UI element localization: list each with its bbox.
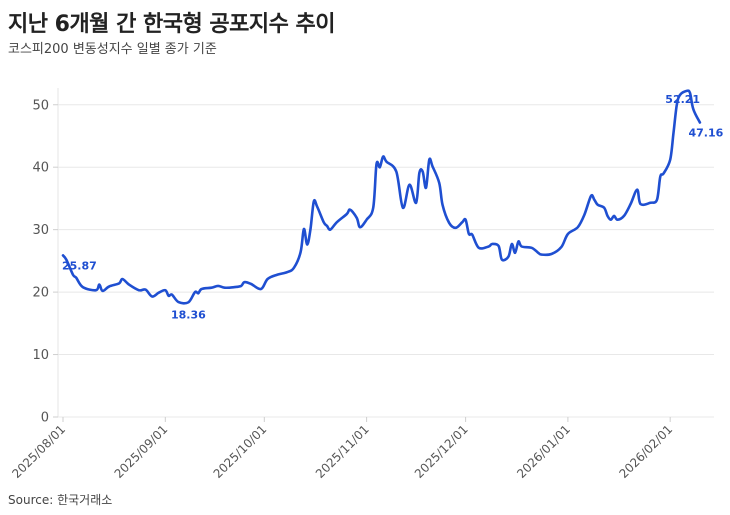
x-axis: 2025/08/01 2025/09/01 2025/10/01 2025/11/01… (9, 417, 675, 481)
x-tick-label: 2025/08/01 (9, 422, 68, 481)
y-axis: 0 10 20 30 40 50 (32, 98, 58, 426)
y-tick-label: 30 (32, 223, 49, 238)
data-label-max: 52.21 (665, 93, 700, 106)
data-label-min: 18.36 (171, 308, 206, 321)
data-label-start: 25.87 (62, 259, 97, 272)
chart-title: 지난 6개월 간 한국형 공포지수 추이 (8, 12, 335, 37)
x-tick-label: 2025/11/01 (313, 422, 372, 481)
y-tick-label: 0 (41, 411, 49, 426)
x-tick-label: 2025/09/01 (112, 422, 171, 481)
y-tick-label: 10 (32, 348, 49, 363)
y-tick-label: 20 (32, 286, 49, 301)
x-tick-label: 2026/02/01 (617, 422, 676, 481)
source-note: Source: 한국거래소 (8, 493, 113, 507)
x-tick-label: 2025/10/01 (211, 422, 270, 481)
data-label-last: 47.16 (689, 126, 724, 139)
gridlines (57, 88, 714, 418)
x-tick-label: 2025/12/01 (412, 422, 471, 481)
x-tick-label: 2026/01/01 (514, 422, 573, 481)
chart-subtitle: 코스피200 변동성지수 일별 종가 기준 (8, 42, 217, 57)
y-tick-label: 40 (32, 161, 49, 176)
data-labels: 25.87 18.36 52.21 47.16 (62, 93, 724, 321)
y-tick-label: 50 (32, 98, 49, 113)
vkospi-line (61, 89, 702, 305)
